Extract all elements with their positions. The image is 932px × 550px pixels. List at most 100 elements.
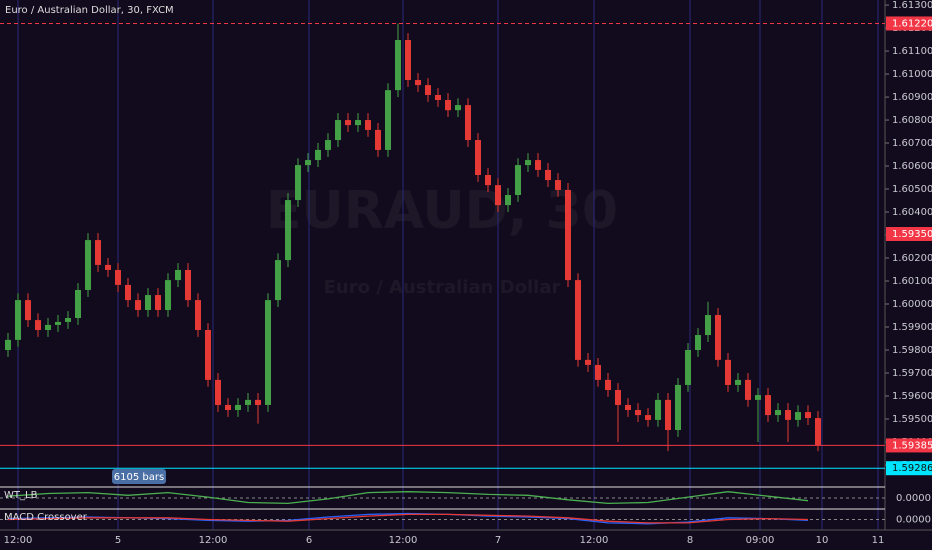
y-tick-label: 1.60400: [892, 207, 932, 218]
candle-body: [15, 300, 21, 340]
candle-body: [675, 384, 681, 431]
candle-body: [5, 339, 11, 351]
candle-body: [315, 149, 321, 161]
candle-body: [325, 140, 331, 150]
candle-body: [635, 410, 641, 416]
candle-body: [585, 359, 591, 365]
candle-body: [515, 165, 521, 196]
y-tick-label: 1.59600: [892, 391, 932, 402]
candle-body: [575, 280, 581, 360]
candle-body: [95, 240, 101, 265]
candle-body: [195, 300, 201, 330]
candle-body: [605, 379, 611, 391]
candle-body: [795, 412, 801, 420]
indicator-line: [7, 513, 809, 524]
candle-body: [385, 90, 391, 150]
candle-body: [235, 404, 241, 411]
candle-body: [425, 85, 431, 95]
candle-body: [435, 94, 441, 101]
candle-body: [465, 105, 471, 141]
price-badge-label: 1.59286: [892, 463, 932, 474]
y-tick-label: 0.0000: [896, 493, 931, 504]
candle-body: [125, 284, 131, 301]
x-tick-label: 11: [872, 535, 885, 546]
candle-body: [685, 350, 691, 385]
candle-body: [405, 40, 411, 81]
x-tick-label: 12:00: [389, 535, 418, 546]
candle-body: [495, 185, 501, 206]
candle-body: [365, 120, 371, 130]
candle-body: [265, 300, 271, 405]
watermark: EURAUD, 30: [266, 181, 618, 241]
candle-body: [695, 335, 701, 351]
candle-body: [775, 410, 781, 416]
x-tick-label: 12:00: [580, 535, 609, 546]
y-tick-label: 1.59800: [892, 345, 932, 356]
indicator-name: MACD Crossover: [4, 512, 88, 523]
candle-body: [135, 300, 141, 310]
y-tick-label: 1.60700: [892, 138, 932, 149]
candle-body: [65, 318, 71, 322]
candle-body: [185, 269, 191, 301]
x-tick-label: 6: [306, 535, 312, 546]
x-tick-label: 10: [816, 535, 829, 546]
y-tick-label: 1.61300: [892, 0, 932, 11]
y-tick-label: 1.60100: [892, 276, 932, 287]
candle-body: [455, 105, 461, 111]
y-tick-label: 1.60000: [892, 299, 932, 310]
candle-body: [395, 40, 401, 91]
x-tick-label: 8: [687, 535, 693, 546]
candle-body: [475, 140, 481, 176]
candle-body: [765, 395, 771, 416]
x-tick-label: 09:00: [746, 535, 775, 546]
candle-body: [785, 410, 791, 420]
indicator-name: WT_LB: [4, 490, 38, 501]
candle-body: [665, 399, 671, 431]
candle-body: [285, 200, 291, 261]
candle-body: [25, 300, 31, 321]
candle-body: [345, 120, 351, 126]
y-tick-label: 1.61100: [892, 46, 932, 57]
x-tick-label: 12:00: [199, 535, 228, 546]
x-tick-label: 7: [495, 535, 501, 546]
candle-body: [505, 195, 511, 206]
candle-body: [215, 379, 221, 405]
candle-body: [705, 315, 711, 336]
candle-body: [145, 295, 151, 310]
candle-body: [75, 289, 81, 319]
y-tick-label: 1.60200: [892, 253, 932, 264]
y-tick-label: 1.60500: [892, 184, 932, 195]
candle-body: [35, 320, 41, 330]
candle-body: [165, 280, 171, 310]
candle-body: [105, 264, 111, 270]
candle-body: [245, 399, 251, 405]
candle-body: [375, 129, 381, 150]
candle-body: [625, 404, 631, 411]
price-badge-label: 1.61220: [892, 18, 932, 29]
candle-body: [715, 315, 721, 360]
candle-body: [275, 260, 281, 301]
candle-body: [115, 269, 121, 285]
candle-body: [565, 189, 571, 281]
x-tick-label: 5: [115, 535, 121, 546]
x-tick-label: 12:00: [4, 535, 33, 546]
candle-body: [305, 160, 311, 166]
candle-body: [645, 415, 651, 420]
candle-body: [725, 359, 731, 385]
bars-badge: [112, 469, 166, 484]
chart-title: Euro / Australian Dollar, 30, FXCM: [5, 5, 174, 16]
candle-body: [525, 160, 531, 166]
y-tick-label: 1.59900: [892, 322, 932, 333]
indicator-line: [7, 491, 809, 505]
candle-body: [805, 412, 811, 419]
y-tick-label: 1.60800: [892, 115, 932, 126]
candle-body: [615, 390, 621, 405]
candle-body: [85, 240, 91, 290]
candle-body: [445, 100, 451, 111]
y-tick-label: 1.59700: [892, 368, 932, 379]
y-tick-label: 1.60600: [892, 161, 932, 172]
candle-body: [485, 175, 491, 186]
price-badge: [886, 438, 932, 453]
